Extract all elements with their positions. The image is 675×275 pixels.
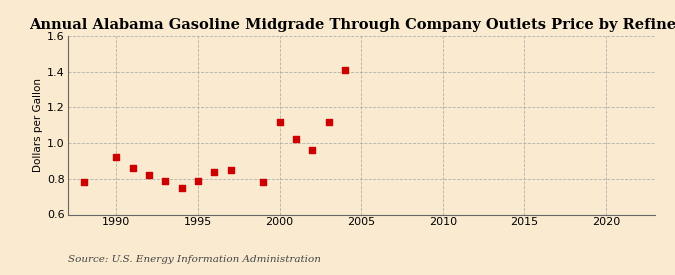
Text: Source: U.S. Energy Information Administration: Source: U.S. Energy Information Administ… — [68, 255, 321, 264]
Point — [323, 119, 334, 124]
Y-axis label: Dollars per Gallon: Dollars per Gallon — [33, 78, 43, 172]
Point — [306, 148, 317, 152]
Point — [128, 166, 138, 170]
Point — [340, 68, 350, 72]
Point — [78, 180, 89, 185]
Point — [258, 180, 269, 185]
Point — [160, 178, 171, 183]
Point — [111, 155, 122, 160]
Point — [144, 173, 155, 177]
Point — [176, 185, 187, 190]
Point — [192, 178, 203, 183]
Title: Annual Alabama Gasoline Midgrade Through Company Outlets Price by Refiners: Annual Alabama Gasoline Midgrade Through… — [30, 18, 675, 32]
Point — [274, 119, 285, 124]
Point — [290, 137, 301, 142]
Point — [209, 169, 220, 174]
Point — [225, 167, 236, 172]
